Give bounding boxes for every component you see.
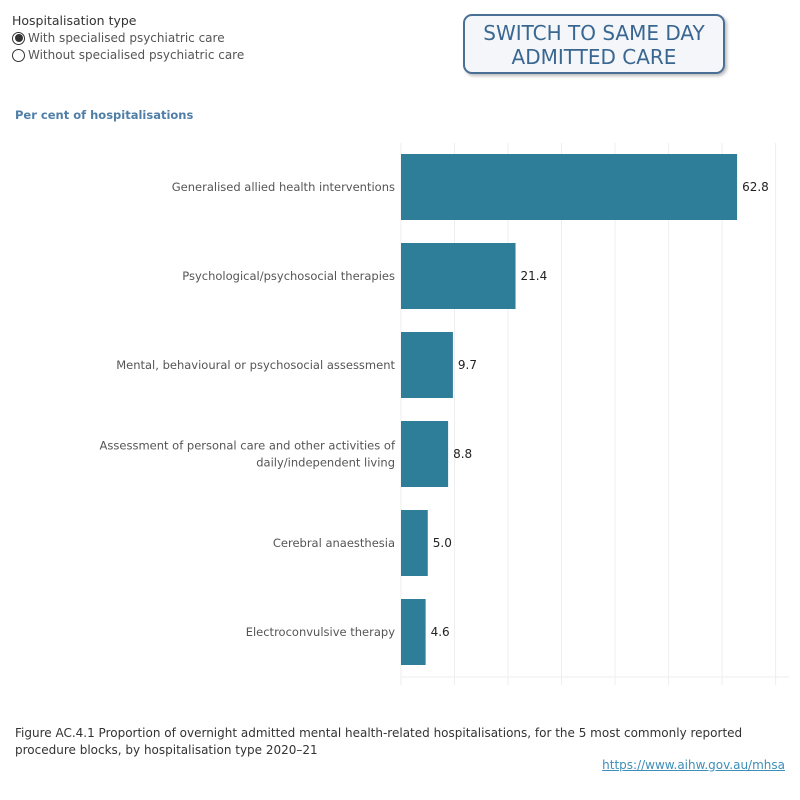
bar — [401, 154, 738, 220]
switch-button-line2: ADMITTED CARE — [511, 45, 677, 69]
source-link[interactable]: https://www.aihw.gov.au/mhsa — [602, 758, 785, 772]
radio-label: With specialised psychiatric care — [28, 31, 225, 45]
bar-chart: 62.8 Generalised allied health interventi… — [100, 143, 789, 685]
category-label: Generalised allied health interventions — [172, 180, 395, 194]
data-label: 8.8 — [453, 447, 472, 461]
radio-without-psychiatric-care[interactable]: Without specialised psychiatric care — [12, 48, 244, 62]
category-label: Psychological/psychosocial therapies — [182, 269, 395, 283]
bar — [401, 421, 449, 487]
figure-caption: Figure AC.4.1 Proportion of overnight ad… — [15, 726, 743, 757]
switch-same-day-button[interactable]: SWITCH TO SAME DAY ADMITTED CARE — [463, 14, 725, 74]
axis-title: Per cent of hospitalisations — [15, 108, 194, 122]
radio-with-psychiatric-care[interactable]: With specialised psychiatric care — [12, 31, 225, 45]
category-label: Assessment of personal care and other ac… — [100, 439, 396, 453]
filter-title: Hospitalisation type — [12, 13, 137, 28]
category-label: Mental, behavioural or psychosocial asse… — [116, 358, 395, 372]
data-label: 4.6 — [431, 625, 450, 639]
bar — [401, 243, 516, 309]
data-label: 21.4 — [521, 269, 548, 283]
category-label: daily/independent living — [256, 456, 395, 470]
category-label: Electroconvulsive therapy — [246, 625, 395, 639]
data-label: 5.0 — [433, 536, 452, 550]
bar — [401, 599, 426, 665]
data-label: 62.8 — [742, 180, 769, 194]
category-label: Cerebral anaesthesia — [273, 536, 395, 550]
radio-selected-icon — [12, 31, 25, 45]
bar — [401, 510, 428, 576]
bar — [401, 332, 453, 398]
radio-unselected-icon — [12, 48, 25, 62]
switch-button-line1: SWITCH TO SAME DAY — [483, 21, 705, 45]
data-label: 9.7 — [458, 358, 477, 372]
radio-label: Without specialised psychiatric care — [28, 48, 245, 62]
